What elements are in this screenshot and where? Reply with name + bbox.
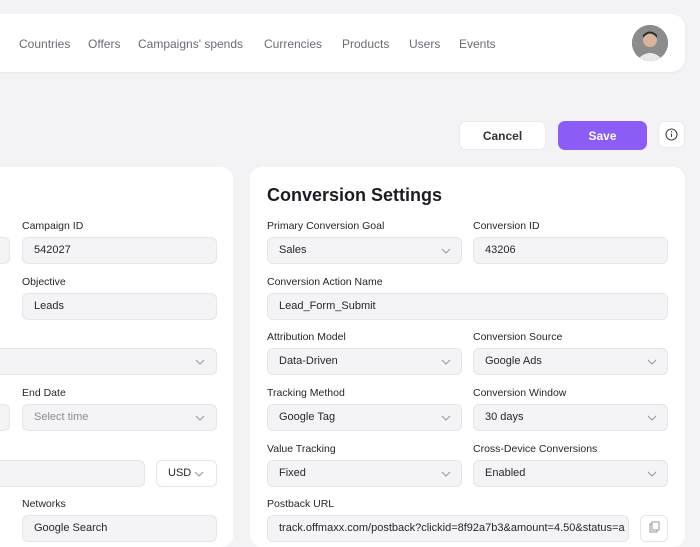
input[interactable]: Leads	[22, 293, 217, 320]
field-label: Campaign ID	[22, 220, 84, 232]
nav-item[interactable]: Products	[342, 37, 390, 51]
chevron	[647, 415, 657, 421]
info-icon	[665, 128, 678, 141]
input[interactable]	[0, 460, 145, 487]
field-label: Networks	[22, 498, 66, 510]
chevron	[441, 248, 451, 254]
field-label: Conversion Window	[473, 387, 567, 399]
chevron	[194, 471, 204, 477]
nav-item[interactable]: Offers	[88, 37, 121, 51]
panel-title: Conversion Settings	[267, 185, 443, 205]
input[interactable]	[0, 404, 10, 431]
date-select[interactable]: Select time	[22, 404, 217, 431]
chevron	[647, 471, 657, 477]
field-label: Postback URL	[267, 498, 335, 510]
currency-select[interactable]: USD	[156, 460, 217, 487]
chevron	[195, 415, 205, 421]
field-label: Value Tracking	[267, 443, 336, 455]
chevron	[195, 359, 205, 365]
chevron	[441, 359, 451, 365]
select[interactable]: Enabled	[473, 460, 668, 487]
field-label: End Date	[22, 387, 66, 399]
avatar[interactable]	[632, 25, 668, 61]
field-label: Cross-Device Conversions	[473, 443, 598, 455]
chevron	[441, 415, 451, 421]
chevron	[441, 471, 451, 477]
select[interactable]: Google Ads	[473, 348, 668, 375]
select[interactable]: Google Tag	[267, 404, 462, 431]
page: Countries Offers Campaigns' spends Curre…	[0, 14, 685, 547]
select[interactable]: Sales	[267, 237, 462, 264]
field-label: Attribution Model	[267, 331, 346, 343]
input[interactable]: track.offmaxx.com/postback?clickid=8f92a…	[267, 515, 629, 542]
select[interactable]: Google Search	[22, 515, 217, 542]
avatar-image	[632, 25, 668, 61]
nav-item[interactable]: Campaigns' spends	[138, 37, 244, 51]
nav-item[interactable]: Users	[409, 37, 441, 51]
field-label: Conversion ID	[473, 220, 540, 232]
nav-item[interactable]: Countries	[19, 37, 71, 51]
field-label: Conversion Source	[473, 331, 563, 343]
field-label: Conversion Action Name	[267, 276, 383, 288]
field-label: Objective	[22, 276, 66, 288]
input[interactable]: 542027	[22, 237, 217, 264]
copy-button[interactable]	[640, 515, 668, 542]
nav-item[interactable]: Currencies	[264, 37, 323, 51]
field-label: Tracking Method	[267, 387, 345, 399]
field-label: Primary Conversion Goal	[267, 220, 385, 232]
select[interactable]: Data-Driven	[267, 348, 462, 375]
chevron	[647, 359, 657, 365]
input[interactable]	[0, 237, 10, 264]
top-nav	[0, 14, 685, 72]
cancel-button[interactable]: Cancel	[459, 121, 546, 150]
info-button[interactable]	[658, 121, 685, 148]
copy-icon	[649, 521, 660, 533]
select[interactable]: 30 days	[473, 404, 668, 431]
save-button[interactable]: Save	[558, 121, 647, 150]
input[interactable]: 43206	[473, 237, 668, 264]
nav-item[interactable]: Events	[459, 37, 496, 51]
select[interactable]: Fixed	[267, 460, 462, 487]
select[interactable]	[0, 348, 217, 375]
input[interactable]: Lead_Form_Submit	[267, 293, 668, 320]
